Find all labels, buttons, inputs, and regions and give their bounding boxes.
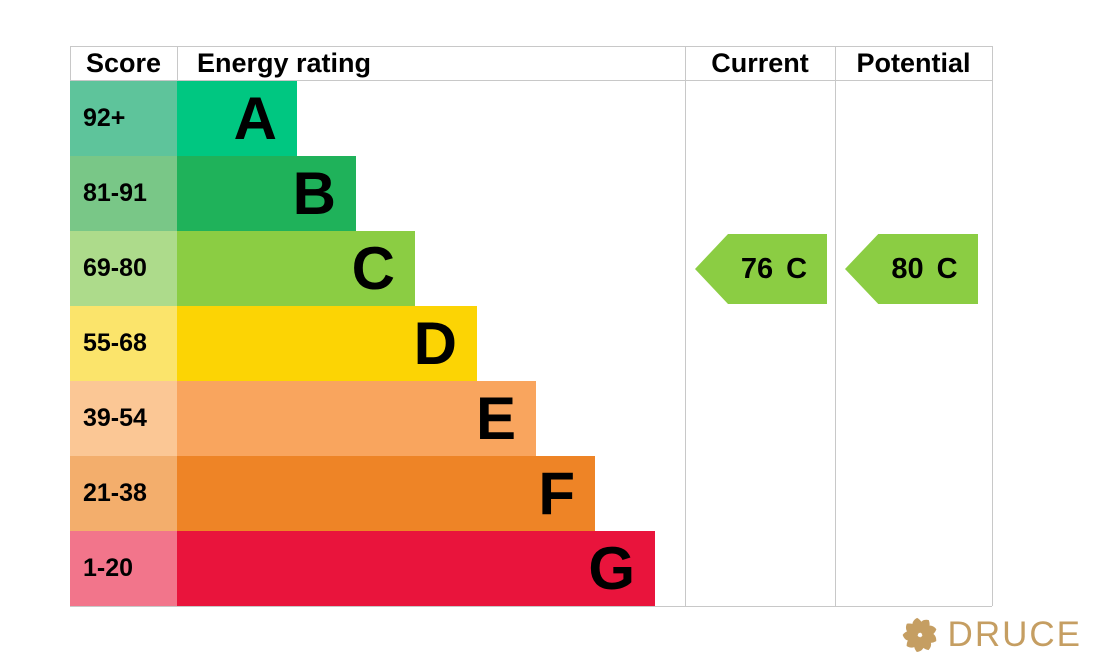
band-row-b: 81-91 B [70, 156, 992, 231]
band-bar-d: D [177, 306, 477, 381]
band-bar-c: C [177, 231, 415, 306]
score-cell-a: 92+ [70, 81, 177, 156]
table-header-row: Score Energy rating Current Potential [70, 46, 992, 81]
current-rating-band: C [786, 252, 808, 285]
band-bar-g: G [177, 531, 655, 606]
score-cell-e: 39-54 [70, 381, 177, 456]
header-score-divider [177, 46, 178, 81]
band-row-g: 1-20 G [70, 531, 992, 606]
band-row-e: 39-54 E [70, 381, 992, 456]
band-bar-a: A [177, 81, 297, 156]
score-cell-b: 81-91 [70, 156, 177, 231]
current-rating-value: 76 [740, 252, 774, 285]
druce-logo: DRUCE [901, 614, 1082, 656]
score-cell-g: 1-20 [70, 531, 177, 606]
header-potential: Potential [856, 48, 971, 78]
potential-rating-band: C [936, 252, 958, 285]
band-rows: 92+ A 81-91 B 69-80 C 55-68 D 39-54 E 21… [70, 81, 992, 606]
potential-rating-arrow: 80 C [845, 234, 978, 304]
score-cell-c: 69-80 [70, 231, 177, 306]
band-row-a: 92+ A [70, 81, 992, 156]
druce-logo-text: DRUCE [947, 615, 1082, 654]
band-row-d: 55-68 D [70, 306, 992, 381]
score-cell-f: 21-38 [70, 456, 177, 531]
swirl-rose-icon [902, 617, 936, 653]
header-current: Current [711, 48, 809, 78]
table-bottom-border [70, 606, 992, 607]
band-row-f: 21-38 F [70, 456, 992, 531]
header-score: Score [85, 48, 162, 78]
band-row-c: 69-80 C [70, 231, 992, 306]
header-energy-rating: Energy rating [197, 48, 372, 78]
potential-rating-value: 80 [891, 252, 924, 285]
band-bar-b: B [177, 156, 356, 231]
table-right-border [992, 46, 993, 606]
current-column-divider [685, 46, 686, 606]
potential-column-divider [835, 46, 836, 606]
band-bar-e: E [177, 381, 536, 456]
band-bar-f: F [177, 456, 595, 531]
score-cell-d: 55-68 [70, 306, 177, 381]
